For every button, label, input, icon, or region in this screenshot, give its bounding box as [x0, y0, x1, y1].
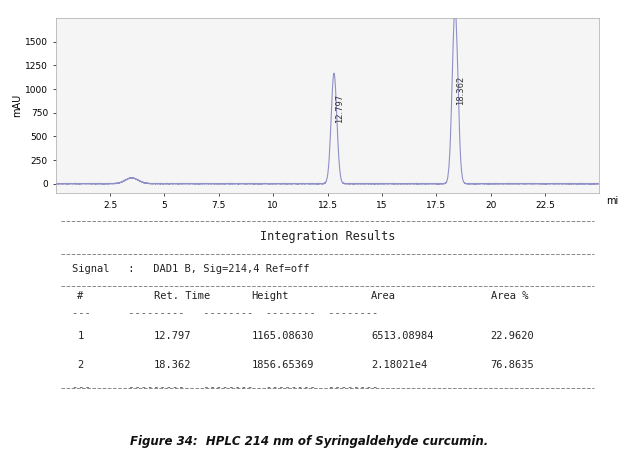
Text: 12.797: 12.797	[335, 94, 344, 123]
Text: min: min	[606, 196, 618, 206]
Text: 18.362: 18.362	[456, 75, 465, 105]
Text: ---      ---------   --------  --------  --------: --- --------- -------- -------- --------	[72, 381, 378, 391]
Text: 1856.65369: 1856.65369	[252, 360, 314, 371]
Text: 2: 2	[77, 360, 83, 371]
Text: 2.18021e4: 2.18021e4	[371, 360, 427, 371]
Text: #: #	[77, 291, 83, 301]
Text: 22.9620: 22.9620	[491, 332, 535, 342]
Text: 76.8635: 76.8635	[491, 360, 535, 371]
Text: Height: Height	[252, 291, 289, 301]
Y-axis label: mAU: mAU	[12, 94, 22, 117]
Text: Integration Results: Integration Results	[260, 230, 396, 243]
Text: Figure 34:  HPLC 214 nm of Syringaldehyde curcumin.: Figure 34: HPLC 214 nm of Syringaldehyde…	[130, 435, 488, 448]
Text: Area: Area	[371, 291, 396, 301]
Text: Signal   :   DAD1 B, Sig=214,4 Ref=off: Signal : DAD1 B, Sig=214,4 Ref=off	[72, 264, 310, 274]
Text: ---      ---------   --------  --------  --------: --- --------- -------- -------- --------	[72, 308, 378, 318]
Text: 18.362: 18.362	[153, 360, 191, 371]
Text: 12.797: 12.797	[153, 332, 191, 342]
Text: 1165.08630: 1165.08630	[252, 332, 314, 342]
Text: Area %: Area %	[491, 291, 528, 301]
Text: 6513.08984: 6513.08984	[371, 332, 434, 342]
Text: Ret. Time: Ret. Time	[153, 291, 210, 301]
Text: 1: 1	[77, 332, 83, 342]
